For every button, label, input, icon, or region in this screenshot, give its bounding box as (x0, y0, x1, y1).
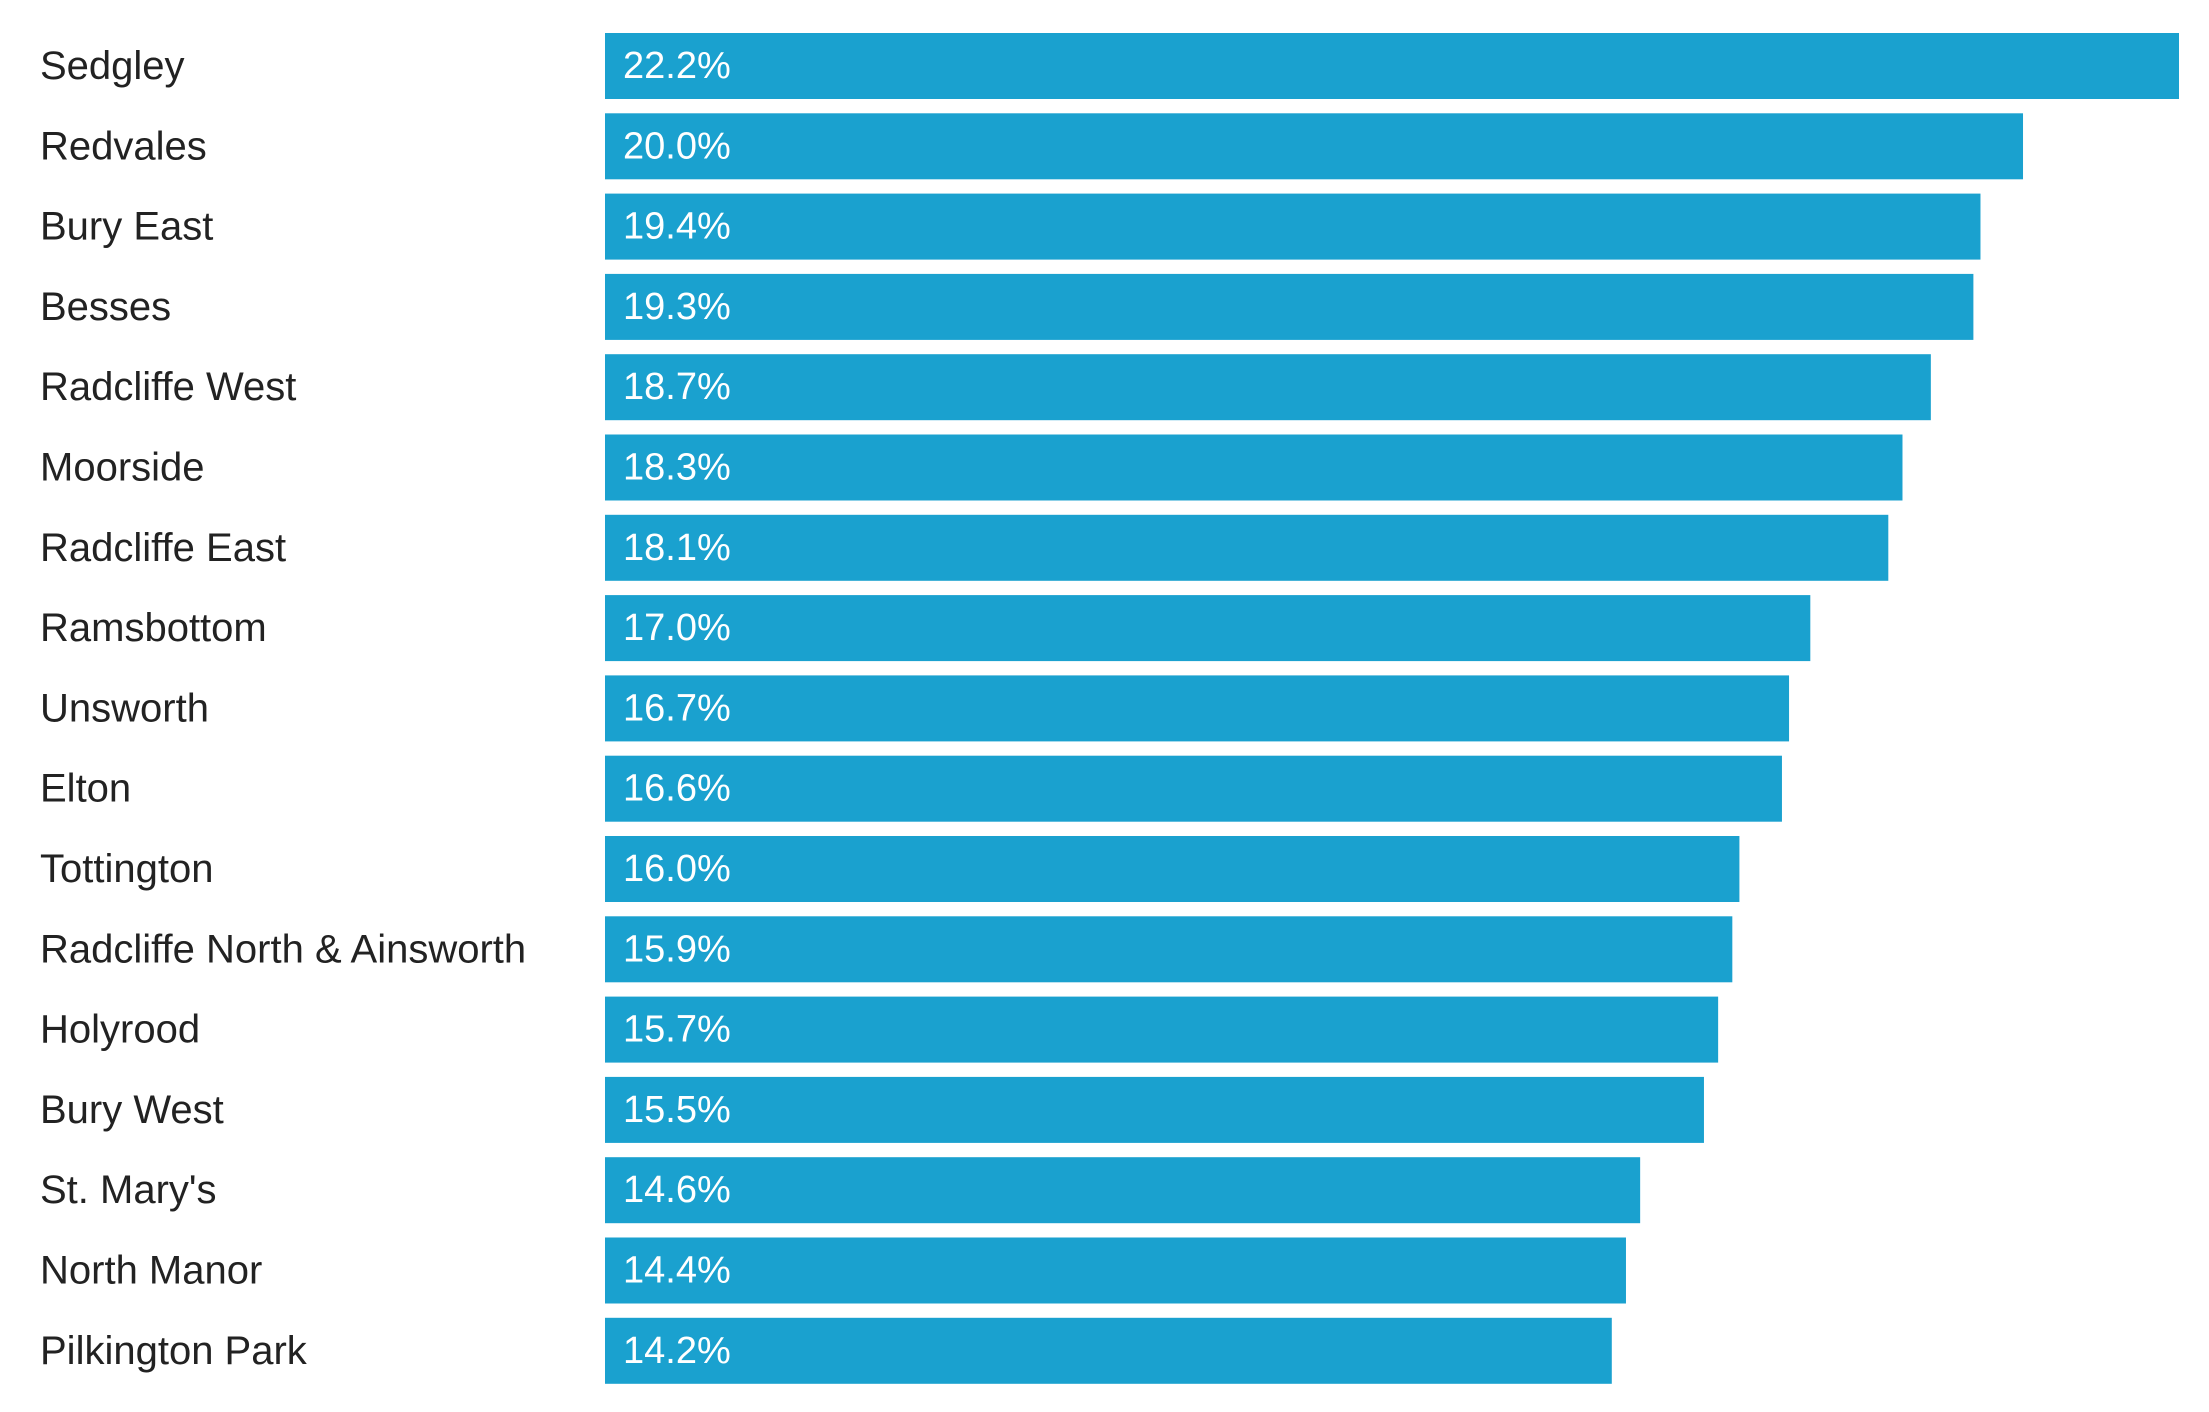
value-label: 18.3% (623, 447, 731, 489)
bar (605, 595, 1811, 662)
bar (605, 1317, 1612, 1384)
category-label: Radcliffe East (40, 526, 286, 570)
category-label: Tottington (40, 847, 213, 891)
category-label: Ramsbottom (40, 606, 267, 650)
bar (605, 836, 1740, 902)
bar (605, 514, 1889, 581)
bar (605, 1076, 1704, 1143)
category-label: Moorside (40, 446, 205, 490)
value-label: 16.0% (623, 848, 731, 890)
category-label: Unsworth (40, 686, 209, 730)
value-label: 14.4% (623, 1250, 731, 1292)
bar-row: Bury East 19.4% (40, 193, 1981, 260)
bar (605, 193, 1981, 260)
value-label: 15.7% (623, 1009, 731, 1051)
category-label: Bury East (40, 205, 213, 249)
value-label: 20.0% (623, 125, 731, 167)
value-label: 14.6% (623, 1169, 731, 1211)
category-label: North Manor (40, 1249, 262, 1293)
category-label: Radcliffe North & Ainsworth (40, 927, 526, 971)
category-label: Sedgley (40, 44, 185, 88)
category-label: Pilkington Park (40, 1329, 308, 1373)
bar-row: Elton 16.6% (40, 755, 1782, 822)
value-label: 22.2% (623, 45, 731, 87)
bar-row: Tottington 16.0% (40, 836, 1740, 902)
category-label: Radcliffe West (40, 365, 296, 409)
bar-row: Sedgley 22.2% (40, 33, 2179, 99)
bar (605, 916, 1733, 983)
bar-row: Besses 19.3% (40, 273, 1974, 340)
bar (605, 33, 2179, 99)
bar-row: Holyrood 15.7% (40, 996, 1719, 1063)
bar-row: North Manor 14.4% (40, 1237, 1626, 1304)
bar (605, 996, 1719, 1063)
value-label: 18.7% (623, 366, 731, 408)
category-label: Besses (40, 285, 171, 329)
bar (605, 354, 1931, 421)
bar-row: St. Mary's 14.6% (40, 1157, 1641, 1224)
bar-row: Radcliffe North & Ainsworth 15.9% (40, 916, 1733, 983)
value-label: 18.1% (623, 527, 731, 569)
value-label: 16.6% (623, 768, 731, 810)
category-label: Redvales (40, 124, 207, 168)
category-label: St. Mary's (40, 1168, 217, 1212)
value-label: 17.0% (623, 607, 731, 649)
category-label: Holyrood (40, 1008, 200, 1052)
bar-row: Radcliffe West 18.7% (40, 354, 1931, 421)
bar (605, 675, 1790, 742)
value-label: 19.3% (623, 286, 731, 328)
bar-row: Unsworth 16.7% (40, 675, 1790, 742)
bar (605, 434, 1903, 501)
value-label: 16.7% (623, 687, 731, 729)
bar-row: Moorside 18.3% (40, 434, 1903, 501)
bar-row: Radcliffe East 18.1% (40, 514, 1889, 581)
category-label: Elton (40, 767, 131, 811)
value-label: 14.2% (623, 1330, 731, 1372)
category-label: Bury West (40, 1088, 224, 1132)
bar-row: Ramsbottom 17.0% (40, 595, 1811, 662)
bar (605, 755, 1782, 822)
value-label: 19.4% (623, 206, 731, 248)
bar-row: Bury West 15.5% (40, 1076, 1704, 1143)
value-label: 15.9% (623, 928, 731, 970)
bar-row: Pilkington Park 14.2% (40, 1317, 1612, 1384)
bar-row: Redvales 20.0% (40, 113, 2024, 180)
bar (605, 113, 2024, 180)
value-label: 15.5% (623, 1089, 731, 1131)
bar (605, 273, 1974, 340)
bar (605, 1157, 1641, 1224)
bar (605, 1237, 1626, 1304)
